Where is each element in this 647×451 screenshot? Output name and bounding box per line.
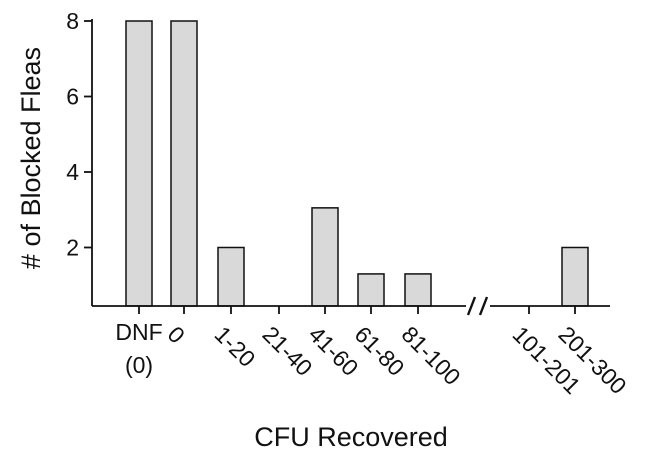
x-tick-label: 1-20	[210, 321, 261, 372]
bars-group	[125, 20, 589, 307]
bar-6	[404, 273, 432, 307]
y-tick-label: 8	[66, 8, 79, 34]
y-tick-label: 6	[66, 83, 79, 109]
bar-8	[561, 246, 589, 307]
y-axis-title: # of Blocked Fleas	[16, 47, 46, 269]
bar-0	[125, 20, 153, 307]
y-axis: 2 4 6 8	[66, 8, 93, 306]
bar-2	[217, 246, 245, 307]
axis-break-mark-2	[478, 296, 489, 316]
bar-1	[170, 20, 198, 307]
x-axis-title: CFU Recovered	[254, 422, 448, 451]
x-tick-label: 41-60	[304, 321, 364, 381]
y-tick-label: 2	[66, 234, 79, 260]
bar-4	[311, 207, 339, 307]
x-tick-label: 61-80	[350, 321, 410, 381]
x-tick-label: (0)	[125, 352, 153, 378]
x-tick-label: DNF	[115, 319, 162, 345]
y-tick-label: 4	[66, 159, 79, 185]
x-tick-label: 81-100	[397, 321, 466, 390]
axis-break-mark-1	[466, 296, 477, 316]
x-tick-label: 21-40	[258, 321, 318, 381]
bar-5	[357, 273, 385, 307]
x-tick-label: 0	[163, 321, 190, 348]
